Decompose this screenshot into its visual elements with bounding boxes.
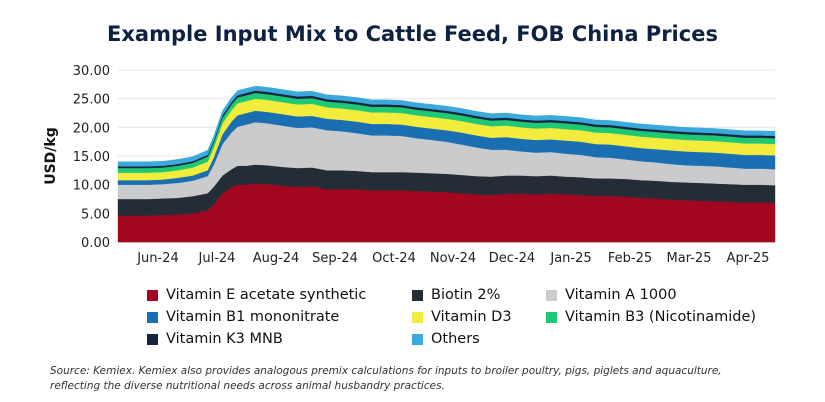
x-tick-label: Nov-24 — [430, 251, 476, 266]
y-tick-label: 0.00 — [81, 236, 110, 251]
legend-label: Vitamin A 1000 — [565, 287, 677, 303]
legend-label: Vitamin K3 MNB — [166, 331, 283, 347]
legend-item-vitamin-e: Vitamin E acetate synthetic — [147, 287, 366, 303]
x-tick-label: Oct-24 — [372, 251, 416, 266]
y-tick-label: 20.00 — [73, 121, 110, 136]
x-tick-label: Jun-24 — [136, 251, 179, 266]
x-tick-label: Sep-24 — [312, 251, 358, 266]
y-tick-label: 5.00 — [81, 207, 110, 222]
x-tick-label: Aug-24 — [253, 251, 300, 266]
legend-swatch — [546, 289, 557, 301]
legend-item-biotin: Biotin 2% — [412, 287, 500, 303]
legend-label: Vitamin B1 mononitrate — [166, 309, 340, 325]
legend-item-vitamin-a: Vitamin A 1000 — [546, 287, 677, 303]
y-tick-label: 30.00 — [73, 64, 110, 79]
y-tick-label: 10.00 — [73, 179, 110, 194]
legend-swatch — [147, 333, 158, 345]
source-note: Source: Kemiex. Kemiex also provides ana… — [50, 364, 810, 394]
legend-swatch — [147, 289, 158, 301]
legend-swatch — [412, 289, 423, 301]
legend-label: Vitamin B3 (Nicotinamide) — [565, 309, 757, 325]
legend-label: Others — [431, 331, 480, 347]
chart-canvas: 0.00 5.00 10.00 15.00 20.00 25.00 30.00 USD/kg J… — [43, 64, 776, 266]
source-line-1: Source: Kemiex. Kemiex also provides ana… — [50, 365, 722, 377]
legend-item-vitamin-k3: Vitamin K3 MNB — [147, 331, 283, 347]
legend-label: Vitamin D3 — [431, 309, 512, 325]
legend-item-vitamin-b3: Vitamin B3 (Nicotinamide) — [546, 309, 756, 325]
chart-title: Example Input Mix to Cattle Feed, FOB Ch… — [107, 22, 718, 46]
x-tick-label: Jul-24 — [198, 251, 236, 266]
area-others — [117, 85, 776, 167]
legend-swatch — [412, 311, 423, 323]
x-tick-label: Apr-25 — [727, 251, 770, 266]
legend-item-vitamin-b1: Vitamin B1 mononitrate — [147, 309, 339, 325]
source-line-2: reflecting the diverse nutritional needs… — [50, 380, 445, 392]
legend-label: Vitamin E acetate synthetic — [166, 287, 367, 303]
x-tick-label: Jan-25 — [549, 251, 591, 266]
x-tick-label: Dec-24 — [489, 251, 535, 266]
legend-swatch — [546, 311, 557, 323]
x-tick-label: Feb-25 — [608, 251, 652, 266]
legend-swatch — [412, 333, 423, 345]
legend-label: Biotin 2% — [431, 287, 501, 303]
legend-item-vitamin-d3: Vitamin D3 — [412, 309, 512, 325]
y-tick-label: 15.00 — [73, 150, 110, 165]
y-axis-label: USD/kg — [43, 127, 59, 185]
legend-swatch — [147, 311, 158, 323]
y-tick-label: 25.00 — [73, 93, 110, 108]
x-tick-label: Mar-25 — [667, 251, 712, 266]
legend-item-others: Others — [412, 331, 480, 347]
